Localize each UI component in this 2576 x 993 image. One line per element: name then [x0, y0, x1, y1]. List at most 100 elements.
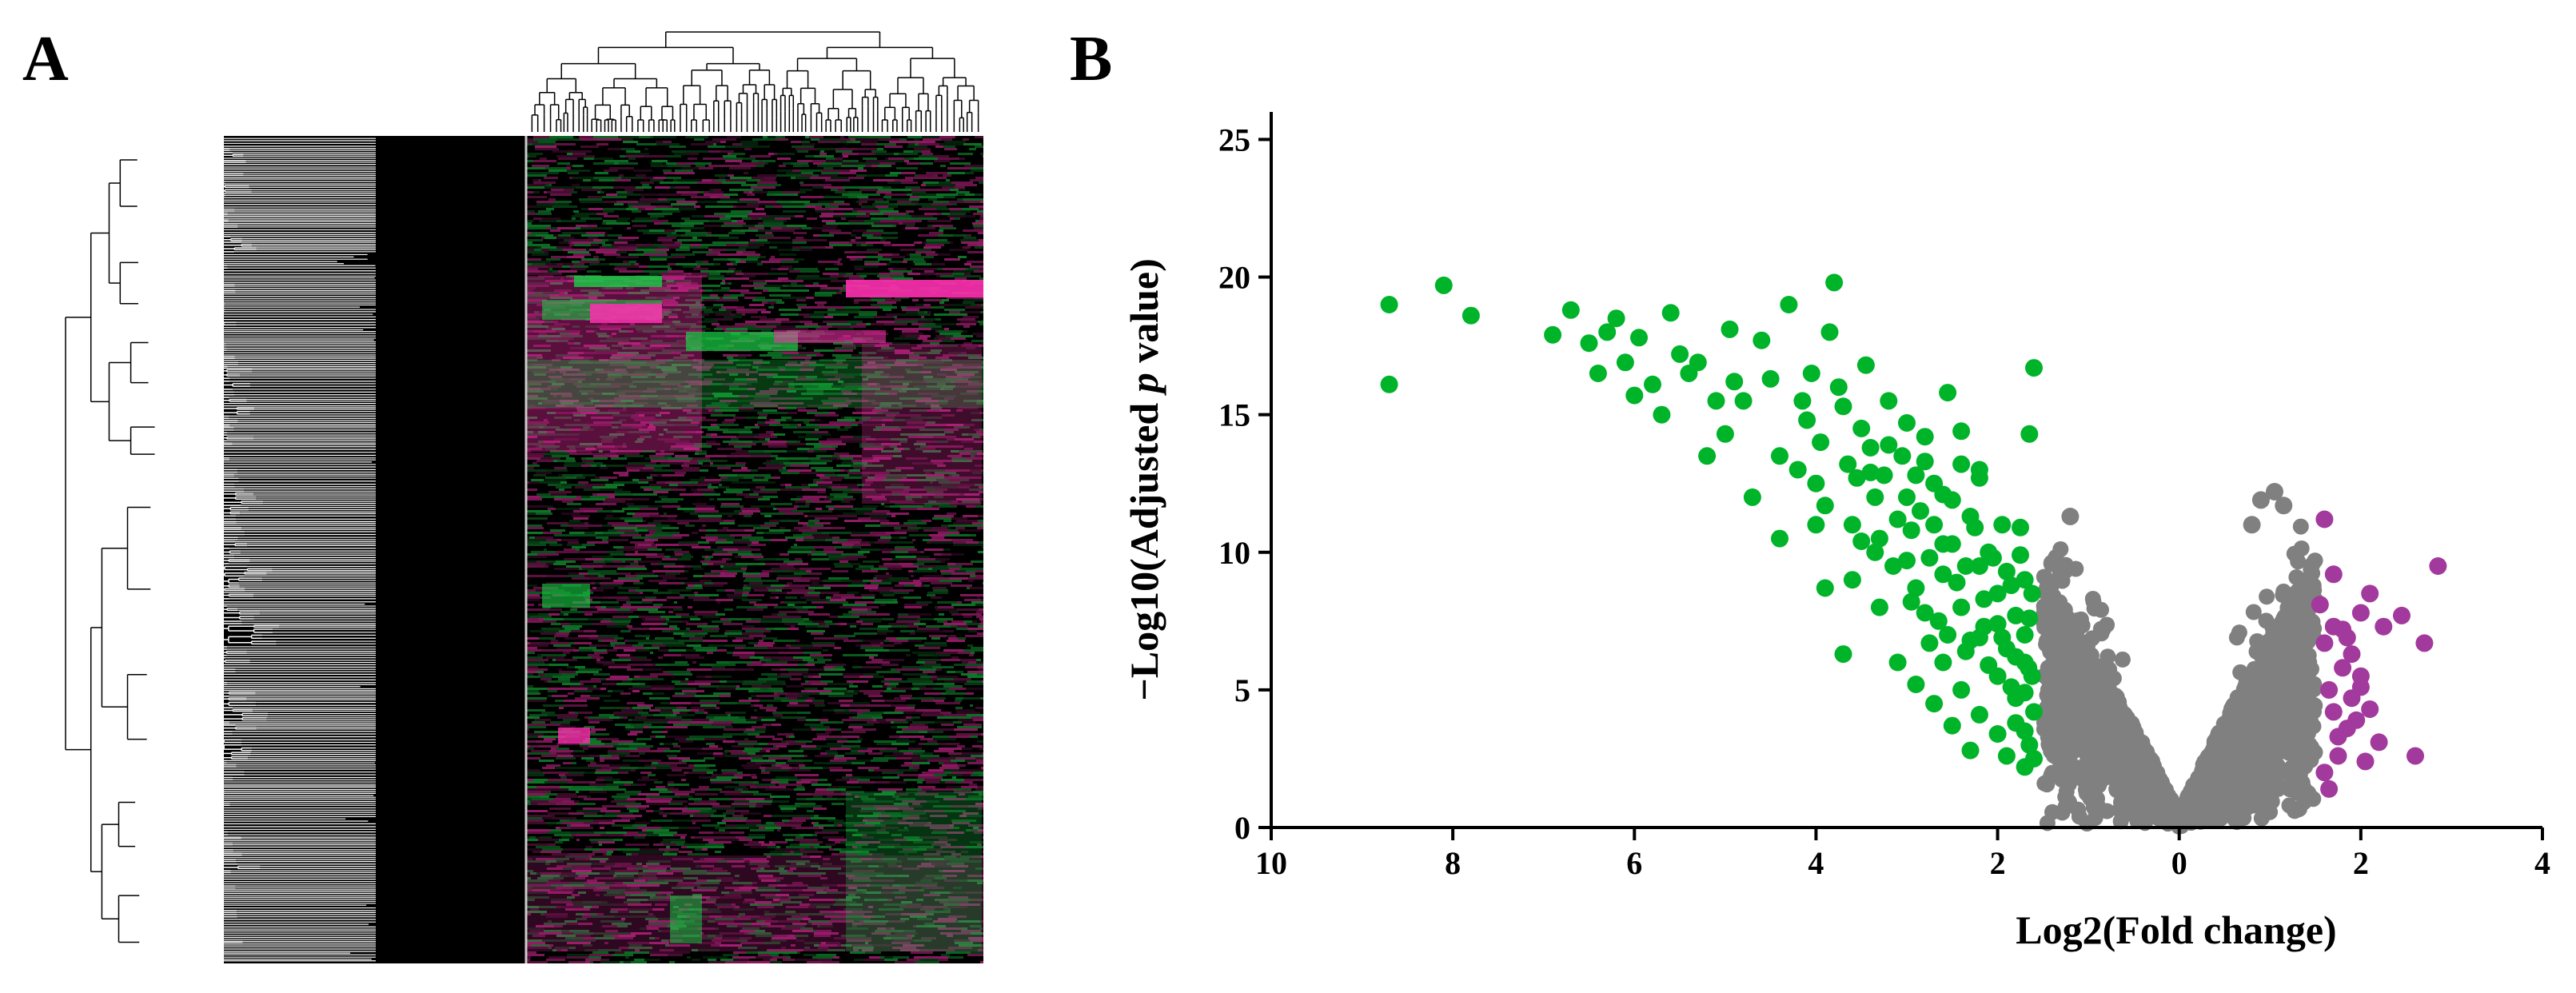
heat-cell [895, 361, 906, 364]
heat-cell [905, 496, 922, 498]
heat-cell [706, 529, 717, 532]
heat-cell [782, 227, 799, 229]
heat-cell [855, 345, 875, 347]
heat-cell [526, 225, 551, 227]
heat-cell [876, 191, 891, 193]
heat-cell [648, 529, 657, 532]
heat-cell [704, 479, 721, 481]
heat-cell [653, 244, 661, 246]
heat-cell [673, 436, 692, 438]
panel-a: A [22, 24, 983, 963]
heat-cell [747, 383, 752, 385]
heat-cell [923, 376, 933, 378]
heat-cell [695, 453, 699, 455]
heat-cell [662, 210, 680, 213]
heat-cell [578, 371, 584, 373]
heat-cell [740, 141, 758, 143]
heat-cell [663, 141, 672, 143]
heat-cell [773, 376, 798, 378]
heat-cell [899, 503, 924, 505]
heat-cell [614, 405, 630, 407]
heat-cell [879, 138, 899, 141]
heat-cell [827, 364, 848, 366]
heat-cell [752, 184, 757, 186]
heat-cell [923, 397, 931, 400]
heat-cell [575, 486, 592, 489]
heat-cell [815, 210, 834, 213]
heat-cell [630, 191, 633, 193]
heat-cell [736, 450, 748, 453]
heat-cell [796, 407, 806, 409]
heat-cell [776, 287, 780, 289]
heat-cell [877, 301, 896, 304]
heat-cell [937, 345, 943, 347]
heat-cell [708, 277, 725, 280]
heat-cell [662, 505, 680, 508]
heat-cell [696, 450, 707, 453]
heat-cell [757, 421, 765, 424]
heat-cell [650, 136, 653, 138]
heat-cell [684, 510, 695, 512]
heat-cell [894, 527, 901, 529]
heat-cell [728, 153, 731, 155]
heat-cell [552, 383, 564, 385]
heat-cell [788, 469, 811, 472]
heat-cell [725, 282, 728, 285]
heat-cell [980, 215, 983, 217]
heat-cell [939, 330, 963, 333]
heat-cell [787, 390, 796, 393]
heat-cell [963, 400, 977, 402]
heat-cell [929, 177, 947, 179]
heat-cell [710, 465, 725, 467]
heat-cell [764, 225, 787, 227]
heat-cell [882, 232, 898, 234]
heat-cell [680, 354, 689, 357]
heat-cell [819, 441, 842, 443]
heat-cell [588, 397, 593, 400]
heat-cell [532, 462, 537, 465]
heat-cell [536, 512, 552, 515]
heat-cell [863, 491, 876, 493]
heat-cell [608, 148, 621, 150]
heat-cell [744, 477, 754, 479]
heat-cell [815, 292, 836, 294]
heat-cell [935, 472, 956, 474]
heat-cell [904, 158, 910, 160]
heat-cell [691, 196, 710, 198]
heat-cell [538, 335, 560, 337]
heat-cell [907, 136, 922, 138]
heat-cell [947, 172, 965, 174]
heat-cell [548, 508, 556, 510]
heat-cell [640, 198, 658, 201]
heat-cell [895, 529, 919, 532]
heat-cell [526, 381, 548, 383]
heat-cell [905, 227, 919, 229]
heat-cell [817, 491, 826, 493]
heat-cell [922, 205, 947, 208]
heat-cell [967, 390, 977, 393]
heat-cell [549, 369, 558, 371]
heat-cell [727, 249, 746, 251]
heat-cell [900, 433, 922, 436]
heat-cell [859, 275, 867, 277]
heat-cell [701, 244, 726, 246]
heat-cell [961, 345, 979, 347]
heat-cell [815, 378, 827, 381]
heat-cell [650, 258, 667, 261]
heat-cell [612, 244, 636, 246]
heat-cell [526, 172, 541, 174]
heat-cell [971, 167, 976, 169]
heat-cell [885, 474, 907, 477]
heat-cell [907, 273, 920, 275]
heat-cell [650, 457, 668, 460]
heat-cell [938, 158, 959, 160]
heat-cell [856, 201, 860, 203]
heat-cell [893, 455, 902, 457]
heat-cell [660, 419, 670, 421]
heat-cell [910, 253, 921, 256]
heat-cell [569, 448, 576, 450]
heat-cell [863, 364, 886, 366]
heat-cell [800, 369, 814, 371]
heat-cell [646, 361, 665, 364]
heat-cell [592, 453, 604, 455]
